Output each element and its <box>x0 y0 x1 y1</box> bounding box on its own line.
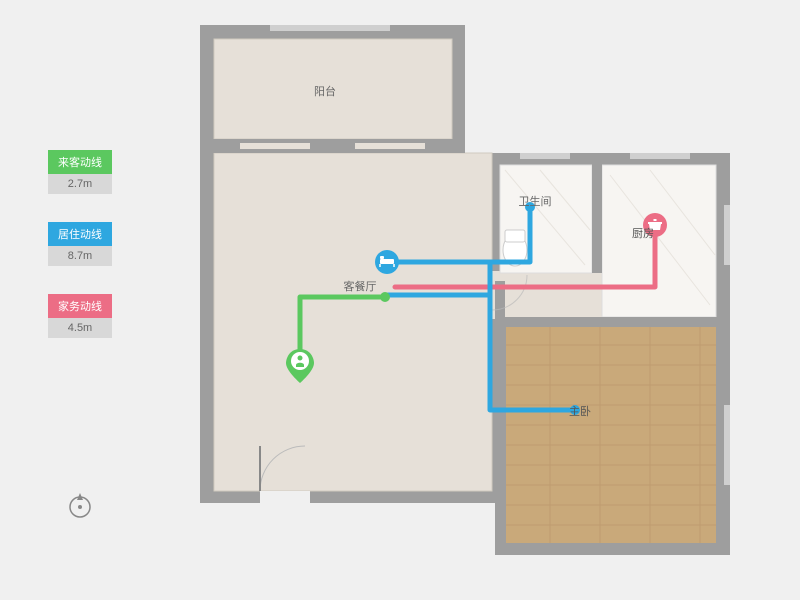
legend-label: 来客动线 <box>48 150 112 174</box>
kitchen-label: 厨房 <box>628 225 658 241</box>
legend-value: 8.7m <box>48 246 112 266</box>
bedroom-room <box>506 325 716 543</box>
legend-label: 家务动线 <box>48 294 112 318</box>
compass-icon <box>65 490 95 520</box>
legend-item-living: 居住动线 8.7m <box>48 222 112 266</box>
legend-value: 2.7m <box>48 174 112 194</box>
legend-label: 居住动线 <box>48 222 112 246</box>
floorplan: 阳台 卫生间 厨房 客餐厅 主卧 <box>200 25 730 565</box>
legend-item-chore: 家务动线 4.5m <box>48 294 112 338</box>
legend-item-guest: 来客动线 2.7m <box>48 150 112 194</box>
legend-value: 4.5m <box>48 318 112 338</box>
balcony-label: 阳台 <box>310 83 340 99</box>
bed-marker-icon <box>375 250 399 274</box>
living-label: 客餐厅 <box>340 278 380 294</box>
living-room <box>214 153 492 491</box>
legend: 来客动线 2.7m 居住动线 8.7m 家务动线 4.5m <box>48 150 112 366</box>
path-end-dot <box>380 292 390 302</box>
bathroom-label: 卫生间 <box>515 193 555 209</box>
bedroom-label: 主卧 <box>565 403 595 419</box>
kitchen-room <box>602 165 716 317</box>
